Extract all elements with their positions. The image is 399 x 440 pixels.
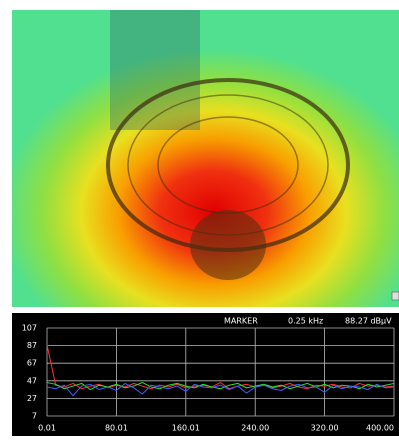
spectrum-panel <box>12 313 399 436</box>
marker-freq: 0.25 kHz <box>288 317 323 326</box>
y-tick-label: 27 <box>27 394 37 403</box>
y-tick-label: 47 <box>27 376 37 385</box>
y-tick-label: 7 <box>32 412 37 421</box>
heatmap-image <box>12 10 399 307</box>
y-tick-label: 107 <box>22 324 37 333</box>
x-tick-label: 320.00 <box>311 424 339 433</box>
y-tick-label: 67 <box>27 359 37 368</box>
x-tick-label: 80.01 <box>105 424 128 433</box>
x-tick-label: 160.01 <box>172 424 200 433</box>
x-tick-label: 400.00 <box>366 424 394 433</box>
x-tick-label: 240.00 <box>241 424 269 433</box>
x-tick-label: 0.01 <box>38 424 56 433</box>
marker-level: 88.27 dBμV <box>345 317 392 326</box>
screen: MARKER 0.25 kHz 88.27 dBμV 107 87 67 47 27 70… <box>0 0 399 436</box>
marker-label: MARKER <box>224 317 258 326</box>
y-tick-label: 87 <box>27 341 37 350</box>
